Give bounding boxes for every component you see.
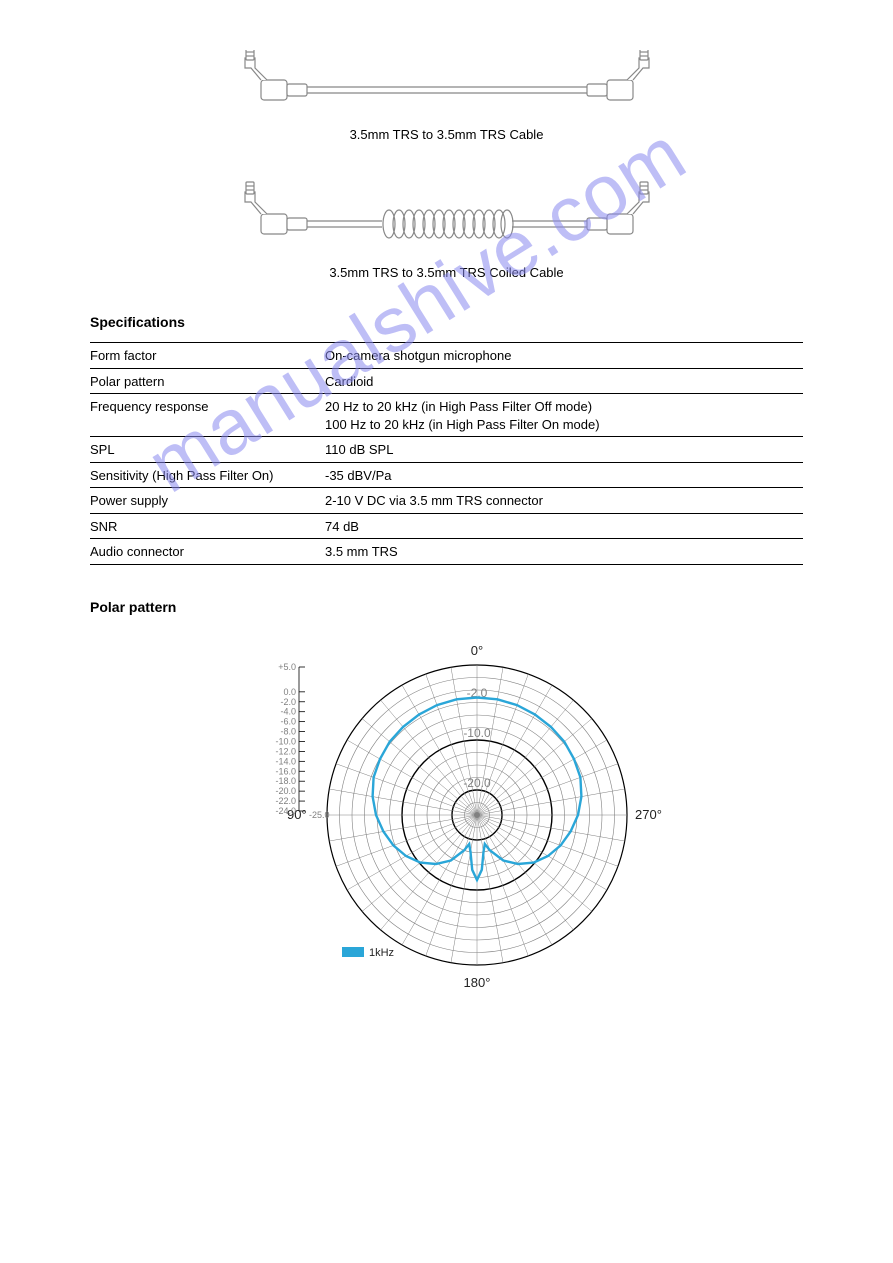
spec-value: 2-10 V DC via 3.5 mm TRS connector xyxy=(325,492,803,510)
svg-text:-10.0: -10.0 xyxy=(275,736,296,746)
spec-row: Form factorOn-camera shotgun microphone xyxy=(90,342,803,369)
specifications-heading: Specifications xyxy=(90,314,803,330)
spec-key: Audio connector xyxy=(90,543,325,561)
spec-row: Sensitivity (High Pass Filter On)-35 dBV… xyxy=(90,463,803,489)
spec-value: Cardioid xyxy=(325,373,803,391)
spec-value: 20 Hz to 20 kHz (in High Pass Filter Off… xyxy=(325,398,803,433)
spec-key: Frequency response xyxy=(90,398,325,433)
spec-key: Form factor xyxy=(90,347,325,365)
spec-row: Polar patternCardioid xyxy=(90,369,803,395)
svg-text:-20.0: -20.0 xyxy=(463,776,491,790)
svg-text:-16.0: -16.0 xyxy=(275,766,296,776)
polar-pattern-heading: Polar pattern xyxy=(90,599,803,615)
cable-straight-label: 3.5mm TRS to 3.5mm TRS Cable xyxy=(90,127,803,142)
svg-text:-10.0: -10.0 xyxy=(463,726,491,740)
spec-value: 3.5 mm TRS xyxy=(325,543,803,561)
specifications-table: Form factorOn-camera shotgun microphoneP… xyxy=(90,342,803,565)
spec-key: Sensitivity (High Pass Filter On) xyxy=(90,467,325,485)
svg-text:-20.0: -20.0 xyxy=(275,786,296,796)
svg-text:-25.0: -25.0 xyxy=(309,810,330,820)
spec-row: Power supply2-10 V DC via 3.5 mm TRS con… xyxy=(90,488,803,514)
spec-row: Audio connector3.5 mm TRS xyxy=(90,539,803,565)
svg-text:+5.0: +5.0 xyxy=(278,662,296,672)
spec-value: -35 dBV/Pa xyxy=(325,467,803,485)
spec-key: Polar pattern xyxy=(90,373,325,391)
spec-row: Frequency response20 Hz to 20 kHz (in Hi… xyxy=(90,394,803,437)
spec-key: SPL xyxy=(90,441,325,459)
svg-text:-2.0: -2.0 xyxy=(280,697,296,707)
spec-value: 110 dB SPL xyxy=(325,441,803,459)
spec-key: Power supply xyxy=(90,492,325,510)
svg-text:-4.0: -4.0 xyxy=(280,707,296,717)
spec-row: SNR74 dB xyxy=(90,514,803,540)
svg-text:-12.0: -12.0 xyxy=(275,746,296,756)
svg-text:-14.0: -14.0 xyxy=(275,756,296,766)
svg-text:-8.0: -8.0 xyxy=(280,726,296,736)
svg-text:270°: 270° xyxy=(635,807,662,822)
svg-text:0.0: 0.0 xyxy=(283,687,296,697)
svg-text:0°: 0° xyxy=(470,643,482,658)
cable-coiled-label: 3.5mm TRS to 3.5mm TRS Coiled Cable xyxy=(90,265,803,280)
cable-coiled-diagram xyxy=(207,178,687,256)
spec-key: SNR xyxy=(90,518,325,536)
cable-diagrams-block: 3.5mm TRS to 3.5mm TRS Cable xyxy=(90,40,803,280)
polar-pattern-chart: -2.0-10.0-20.00°90°180°270°+5.00.0-2.0-4… xyxy=(227,625,667,1005)
svg-text:-24.0: -24.0 xyxy=(275,806,296,816)
svg-text:1kHz: 1kHz xyxy=(369,947,394,959)
svg-text:-6.0: -6.0 xyxy=(280,717,296,727)
spec-value: 74 dB xyxy=(325,518,803,536)
svg-text:180°: 180° xyxy=(463,975,490,990)
spec-row: SPL110 dB SPL xyxy=(90,437,803,463)
svg-text:-22.0: -22.0 xyxy=(275,796,296,806)
svg-text:-18.0: -18.0 xyxy=(275,776,296,786)
cable-straight-diagram xyxy=(207,50,687,118)
spec-value: On-camera shotgun microphone xyxy=(325,347,803,365)
